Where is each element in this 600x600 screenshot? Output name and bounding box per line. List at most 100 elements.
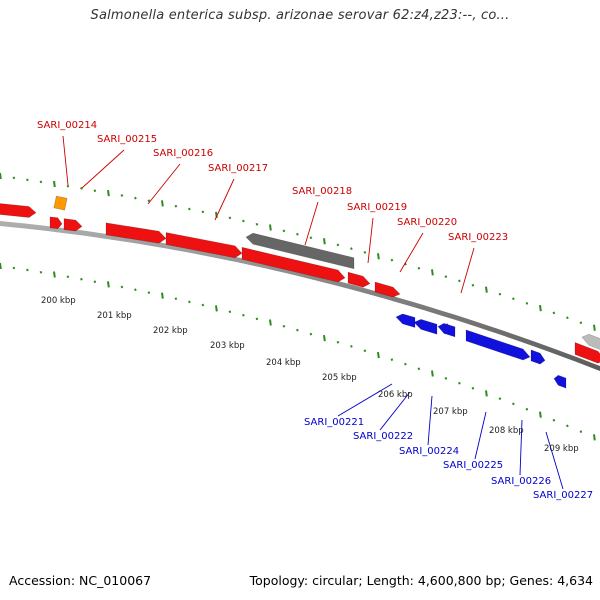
gene-other[interactable] xyxy=(581,333,600,351)
minor-tick xyxy=(80,277,83,281)
kbp-label: 207 kbp xyxy=(433,407,468,417)
leader-line xyxy=(519,419,523,476)
gene-label-reverse[interactable]: SARI_00221 xyxy=(304,417,364,428)
gene-label-forward[interactable]: SARI_00217 xyxy=(208,163,268,174)
kbp-label: 208 kbp xyxy=(489,426,524,436)
minor-tick xyxy=(417,367,421,371)
minor-tick xyxy=(512,297,515,301)
kbp-label: 209 kbp xyxy=(544,444,579,454)
gene-label-forward[interactable]: SARI_00214 xyxy=(37,120,97,131)
orange-feature[interactable] xyxy=(53,195,68,211)
minor-tick xyxy=(147,199,151,203)
gene-label-forward[interactable]: SARI_00219 xyxy=(347,202,407,213)
leader-line xyxy=(214,178,235,221)
minor-tick xyxy=(282,324,286,328)
major-tick xyxy=(269,319,272,326)
minor-tick xyxy=(336,243,340,247)
minor-tick xyxy=(255,317,259,321)
kbp-label: 204 kbp xyxy=(266,358,301,368)
minor-tick xyxy=(390,258,394,262)
minor-tick xyxy=(12,176,16,180)
gene-reverse[interactable] xyxy=(395,313,416,328)
minor-tick xyxy=(120,285,124,289)
gene-forward[interactable] xyxy=(0,203,37,218)
gene-label-reverse[interactable]: SARI_00222 xyxy=(353,431,413,442)
minor-tick xyxy=(188,207,191,211)
minor-tick xyxy=(471,283,475,287)
kbp-label: 202 kbp xyxy=(153,326,188,336)
gene-forward[interactable] xyxy=(165,232,243,259)
gene-label-reverse[interactable]: SARI_00225 xyxy=(443,460,503,471)
label-leaders xyxy=(62,135,564,490)
major-tick xyxy=(107,189,110,197)
minor-tick xyxy=(228,216,232,220)
gene-forward[interactable] xyxy=(63,218,83,232)
gene-other[interactable] xyxy=(245,232,355,270)
gene-forward[interactable] xyxy=(374,281,401,298)
kbp-labels: 200 kbp 201 kbp 202 kbp 203 kbp 204 kbp 205 k… xyxy=(41,296,579,454)
minor-tick xyxy=(228,310,232,314)
minor-tick xyxy=(525,407,529,411)
major-tick xyxy=(269,224,272,231)
minor-tick xyxy=(336,340,340,344)
major-tick xyxy=(215,305,218,312)
major-tick xyxy=(161,200,164,207)
gene-label-reverse[interactable]: SARI_00226 xyxy=(491,476,551,487)
minor-tick xyxy=(201,210,205,214)
gene-forward[interactable] xyxy=(347,271,371,288)
major-tick xyxy=(539,411,542,418)
minor-tick xyxy=(26,178,29,182)
minor-tick xyxy=(134,196,137,200)
minor-tick xyxy=(512,402,515,406)
gene-label-reverse[interactable]: SARI_00227 xyxy=(533,490,593,501)
kbp-label: 205 kbp xyxy=(322,373,357,383)
minor-tick xyxy=(498,292,502,296)
major-tick xyxy=(107,281,110,288)
minor-tick xyxy=(120,194,124,197)
gene-forward[interactable] xyxy=(49,216,63,230)
leader-line xyxy=(81,149,125,189)
minor-tick xyxy=(552,418,556,422)
minor-tick xyxy=(350,247,353,250)
major-tick xyxy=(485,286,488,293)
kbp-label: 201 kbp xyxy=(97,311,132,321)
gene-forward[interactable] xyxy=(574,342,600,364)
gene-label-forward[interactable]: SARI_00223 xyxy=(448,232,508,243)
gene-reverse[interactable] xyxy=(553,374,567,389)
major-tick xyxy=(593,434,596,441)
minor-tick xyxy=(26,268,29,272)
minor-tick xyxy=(296,232,299,236)
minor-tick xyxy=(174,297,178,301)
gene-forward[interactable] xyxy=(105,222,167,244)
minor-tick xyxy=(579,430,583,433)
gene-label-forward[interactable]: SARI_00215 xyxy=(97,134,157,145)
major-tick xyxy=(323,334,326,342)
gene-reverse[interactable] xyxy=(413,319,438,335)
major-tick xyxy=(377,253,380,260)
minor-tick xyxy=(242,313,245,317)
gene-reverse[interactable] xyxy=(437,323,456,338)
minor-tick xyxy=(134,288,137,292)
gene-label-forward[interactable]: SARI_00220 xyxy=(397,217,457,228)
gene-label-forward[interactable]: SARI_00218 xyxy=(292,186,352,197)
minor-tick xyxy=(444,376,448,380)
gene-forward[interactable] xyxy=(241,246,346,283)
minor-tick xyxy=(579,321,583,325)
gene-label-forward[interactable]: SARI_00216 xyxy=(153,148,213,159)
minor-tick xyxy=(417,266,421,270)
gene-reverse[interactable] xyxy=(465,329,531,361)
major-tick xyxy=(0,172,2,180)
feature-track[interactable] xyxy=(0,195,600,389)
gene-label-reverse[interactable]: SARI_00224 xyxy=(399,446,459,457)
minor-tick xyxy=(188,300,191,304)
leader-line xyxy=(474,411,487,460)
minor-tick xyxy=(174,204,178,208)
inner-tick-ring xyxy=(0,262,596,441)
leader-line xyxy=(427,395,433,446)
gene-reverse[interactable] xyxy=(530,349,546,365)
major-tick xyxy=(323,238,326,245)
minor-tick xyxy=(566,316,569,320)
minor-tick xyxy=(363,349,367,353)
